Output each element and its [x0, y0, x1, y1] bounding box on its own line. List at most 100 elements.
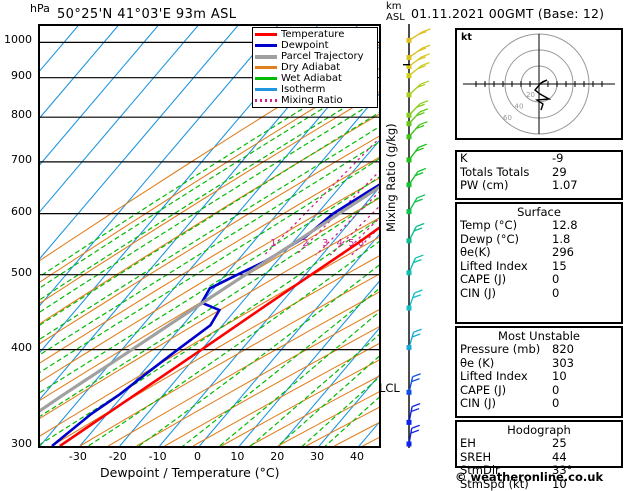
legend-swatch — [255, 88, 277, 91]
data-row: θe(K) 296 — [457, 246, 621, 260]
legend: Temperature Dewpoint Parcel Trajectory Dry … — [252, 27, 378, 108]
legend-label: Dewpoint — [281, 39, 329, 51]
wind-barb-canvas — [403, 24, 431, 448]
wind-barb — [406, 194, 426, 215]
height-unit-line1: km — [386, 1, 402, 12]
data-row-key: Temp (°C) — [460, 218, 518, 232]
data-row-value: 0 — [552, 396, 560, 411]
series-parcel-trajectory — [40, 185, 379, 413]
data-row: Totals Totals 29 — [457, 164, 621, 180]
data-row: θe (K) 303 — [457, 355, 621, 371]
legend-item: Temperature — [255, 29, 375, 40]
legend-item: Parcel Trajectory — [255, 51, 375, 62]
wind-barb-column — [381, 24, 441, 448]
data-row-value: 25 — [552, 436, 567, 450]
hodograph-unit-label: kt — [461, 32, 472, 43]
data-row: EH 25 — [457, 436, 621, 451]
wind-barb — [406, 80, 430, 98]
hodograph-panel: kt 20 40 60 — [455, 28, 623, 140]
temperature-tick-label: 40 — [350, 450, 365, 463]
legend-item: Wet Adiabat — [255, 73, 375, 84]
hodograph-ring-label: 60 — [503, 114, 512, 122]
temperature-tick-label: -30 — [68, 450, 87, 463]
data-row-key: Pressure (mb) — [460, 342, 541, 356]
height-unit-line2: ASL — [386, 12, 405, 23]
data-row-value: 44 — [552, 449, 567, 464]
legend-label: Dry Adiabat — [281, 61, 341, 73]
hodograph-stats-panel: Hodograph EH 25 SREH 44 StmDir 33° StmSpd (kt)… — [455, 420, 623, 490]
legend-swatch — [255, 44, 277, 47]
height-unit-label: km ASL — [386, 1, 405, 23]
data-row-value: 296 — [552, 245, 574, 260]
wind-barb — [406, 108, 429, 127]
data-row: PW (cm) 1.07 — [457, 179, 621, 193]
wind-barb — [406, 222, 425, 244]
data-row: CAPE (J) 0 — [457, 273, 621, 287]
wind-barb — [406, 403, 421, 425]
data-row-value: 303 — [552, 355, 574, 370]
pressure-unit-label: hPa — [30, 2, 50, 15]
data-row: Pressure (mb) 820 — [457, 342, 621, 357]
legend-swatch — [255, 77, 277, 80]
data-row: Lifted Index 10 — [457, 370, 621, 384]
mixing-ratio-tick: 3 — [322, 238, 328, 249]
data-row-key: CIN (J) — [460, 285, 497, 300]
hodograph-ring-label: 40 — [515, 102, 524, 110]
hodograph-ring-label: 20 — [526, 91, 535, 99]
mixing-ratio-tick: 2 — [302, 238, 308, 249]
data-row-key: Dewp (°C) — [460, 231, 520, 246]
legend-swatch — [255, 66, 277, 69]
data-row: StmDir 33° — [457, 464, 621, 478]
mixing-ratio-axis-label: Mixing Ratio (g/kg) — [384, 123, 398, 232]
data-row-key: CAPE (J) — [460, 382, 507, 397]
hodograph-stats-title: Hodograph — [507, 423, 571, 437]
indices-panel: K -9 Totals Totals 29 PW (cm) 1.07 — [455, 150, 623, 200]
data-row-key: EH — [460, 436, 476, 450]
series-dewpoint — [51, 183, 379, 446]
data-row-value: 0 — [552, 285, 560, 300]
pressure-tick-label: 500 — [11, 265, 32, 279]
data-row-value: 1.07 — [552, 178, 578, 193]
data-row-value: 0 — [552, 272, 560, 287]
data-row-key: CIN (J) — [460, 396, 497, 411]
surface-panel: Surface Temp (°C) 12.8 Dewp (°C) 1.8 θe(K) 29… — [455, 202, 623, 324]
legend-label: Wet Adiabat — [281, 72, 342, 84]
data-row-key: θe (K) — [460, 355, 495, 370]
temperature-tick-label: 30 — [310, 450, 325, 463]
wind-barb — [406, 53, 430, 69]
datetime-label: 01.11.2021 00GMT (Base: 12) — [411, 6, 605, 21]
station-location-label: 50°25'N 41°03'E 93m ASL — [57, 7, 237, 22]
data-row-value: 10 — [552, 369, 567, 384]
mixing-ratio-tick: 4 — [337, 238, 343, 249]
data-row-key: Totals Totals — [460, 164, 530, 179]
lcl-marker-label: LCL — [379, 381, 400, 395]
wind-barb — [406, 28, 431, 43]
legend-label: Mixing Ratio — [281, 94, 343, 106]
legend-label: Parcel Trajectory — [281, 50, 364, 62]
data-row: Dewp (°C) 1.8 — [457, 231, 621, 247]
legend-item: Isotherm — [255, 84, 375, 95]
series-temperature — [59, 226, 379, 446]
wind-barb — [406, 289, 423, 311]
data-row: SREH 44 — [457, 449, 621, 465]
data-row-key: K — [460, 151, 468, 165]
pressure-tick-label: 1000 — [4, 33, 32, 47]
pressure-tick-label: 800 — [11, 108, 32, 122]
data-row-value: 0 — [552, 382, 560, 397]
data-row: K -9 — [457, 151, 621, 166]
data-row: Lifted Index 15 — [457, 259, 621, 274]
wind-barb — [406, 424, 420, 447]
data-row-key: CAPE (J) — [460, 272, 507, 287]
data-row: Temp (°C) 12.8 — [457, 218, 621, 233]
pressure-tick-label: 900 — [11, 68, 32, 82]
wind-barb — [406, 167, 427, 188]
legend-item: Dewpoint — [255, 40, 375, 51]
data-row-value: 820 — [552, 342, 574, 356]
hodograph-trace — [533, 79, 552, 111]
pressure-tick-label: 300 — [11, 437, 32, 450]
wind-barb — [406, 121, 428, 140]
wind-barb — [406, 100, 429, 118]
data-row-value: 29 — [552, 164, 567, 179]
wind-barb — [406, 143, 427, 163]
